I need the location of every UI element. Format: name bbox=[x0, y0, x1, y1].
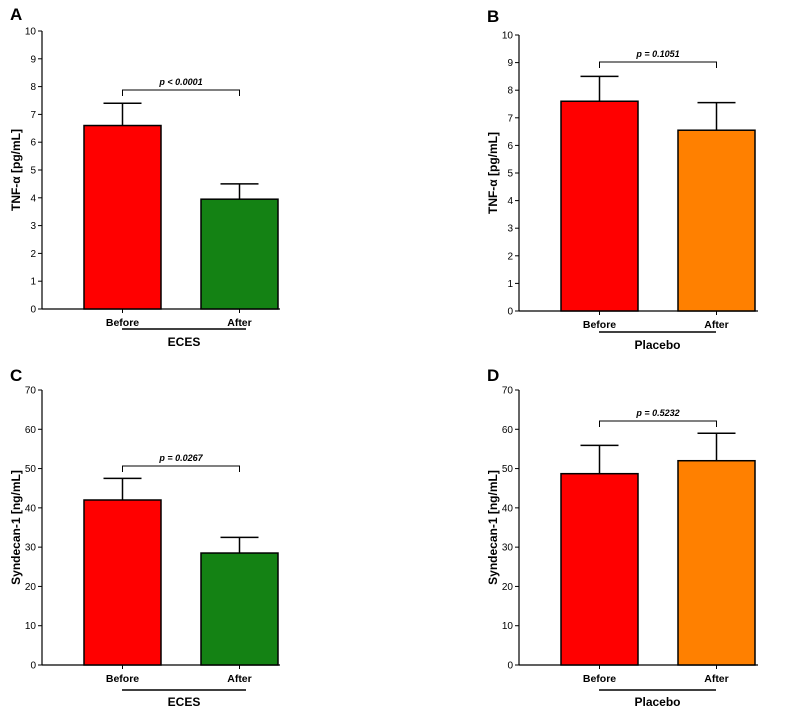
y-axis-title: TNF-α [pg/mL] bbox=[9, 129, 23, 211]
y-axis-title: TNF-α [pg/mL] bbox=[486, 132, 500, 214]
p-value-label: p = 0.5232 bbox=[635, 408, 679, 418]
bar-before bbox=[560, 100, 639, 312]
y-tick-label: 10 bbox=[25, 621, 37, 632]
y-tick-label: 0 bbox=[507, 661, 513, 672]
y-tick-label: 60 bbox=[502, 425, 514, 436]
panel-b: B 0 1 2 3 4 5 6 7 8 9 10 TNF-α [pg/mL] Before After p =… bbox=[486, 7, 758, 352]
panel-letter: A bbox=[10, 5, 22, 24]
group-label: Placebo bbox=[634, 695, 680, 709]
y-axis-title: Syndecan-1 [ng/mL] bbox=[486, 470, 500, 585]
group-label: Placebo bbox=[634, 338, 680, 352]
y-tick-label: 20 bbox=[502, 582, 514, 593]
y-tick-label: 70 bbox=[502, 386, 514, 397]
x-tick-label: Before bbox=[583, 673, 616, 685]
y-tick-label: 6 bbox=[507, 141, 513, 152]
p-value-label: p = 0.1051 bbox=[635, 49, 679, 59]
y-tick-label: 30 bbox=[25, 543, 37, 554]
y-tick-label: 0 bbox=[30, 305, 36, 316]
bar-before bbox=[83, 124, 162, 310]
p-value-label: p < 0.0001 bbox=[158, 77, 202, 87]
y-tick-label: 20 bbox=[25, 582, 37, 593]
y-tick-label: 50 bbox=[502, 464, 514, 475]
y-tick-label: 50 bbox=[25, 464, 37, 475]
p-value-label: p = 0.0267 bbox=[158, 453, 203, 463]
significance-bracket bbox=[599, 420, 717, 427]
y-tick-label: 1 bbox=[30, 277, 36, 288]
significance-bracket bbox=[122, 465, 240, 472]
y-tick-label: 7 bbox=[30, 110, 36, 121]
bar-after bbox=[200, 198, 279, 310]
y-tick-label: 2 bbox=[30, 249, 36, 260]
y-tick-label: 0 bbox=[507, 307, 513, 318]
y-tick-label: 30 bbox=[502, 543, 514, 554]
y-tick-label: 2 bbox=[507, 251, 513, 262]
y-tick-label: 70 bbox=[25, 386, 37, 397]
panel-d: D 0 10 20 30 40 50 60 70 Syndecan-1 [ng/mL] Before… bbox=[486, 366, 758, 709]
y-tick-label: 3 bbox=[30, 221, 36, 232]
y-tick-label: 40 bbox=[25, 503, 37, 514]
y-tick-label: 9 bbox=[507, 58, 513, 69]
y-tick-label: 7 bbox=[507, 113, 513, 124]
bar-after bbox=[200, 552, 279, 666]
significance-bracket bbox=[599, 61, 717, 68]
group-label: ECES bbox=[168, 335, 201, 349]
y-tick-label: 4 bbox=[507, 196, 513, 207]
y-tick-label: 6 bbox=[30, 138, 36, 149]
x-tick-label: After bbox=[227, 673, 252, 685]
y-tick-label: 10 bbox=[502, 621, 514, 632]
group-label: ECES bbox=[168, 695, 201, 709]
y-tick-label: 0 bbox=[30, 661, 36, 672]
bar-before bbox=[560, 472, 639, 666]
y-tick-label: 60 bbox=[25, 425, 37, 436]
y-tick-label: 40 bbox=[502, 503, 514, 514]
bar-before bbox=[83, 499, 162, 666]
significance-bracket bbox=[122, 89, 240, 96]
x-tick-label: Before bbox=[106, 317, 139, 329]
y-tick-label: 5 bbox=[507, 169, 513, 180]
panel-c: C 0 10 20 30 40 50 60 70 Syndecan-1 [ng/mL] Before… bbox=[9, 366, 280, 709]
y-tick-label: 4 bbox=[30, 193, 36, 204]
x-tick-label: Before bbox=[106, 673, 139, 685]
x-tick-label: Before bbox=[583, 319, 616, 331]
bar-after bbox=[677, 129, 756, 312]
panel-a: A 0 1 2 3 4 5 6 7 8 9 10 TNF-α [pg/mL] Before After p <… bbox=[9, 5, 280, 349]
panel-letter: B bbox=[487, 7, 499, 26]
x-tick-label: After bbox=[704, 673, 729, 685]
x-tick-label: After bbox=[227, 317, 252, 329]
y-tick-label: 8 bbox=[507, 86, 513, 97]
x-tick-label: After bbox=[704, 319, 729, 331]
y-tick-label: 10 bbox=[25, 27, 37, 38]
y-tick-label: 1 bbox=[507, 279, 513, 290]
y-tick-label: 10 bbox=[502, 31, 514, 42]
panel-letter: D bbox=[487, 366, 499, 385]
y-tick-label: 3 bbox=[507, 224, 513, 235]
y-tick-label: 8 bbox=[30, 82, 36, 93]
y-tick-label: 9 bbox=[30, 54, 36, 65]
y-tick-label: 5 bbox=[30, 166, 36, 177]
bar-after bbox=[677, 459, 756, 666]
y-axis-title: Syndecan-1 [ng/mL] bbox=[9, 470, 23, 585]
panel-letter: C bbox=[10, 366, 22, 385]
